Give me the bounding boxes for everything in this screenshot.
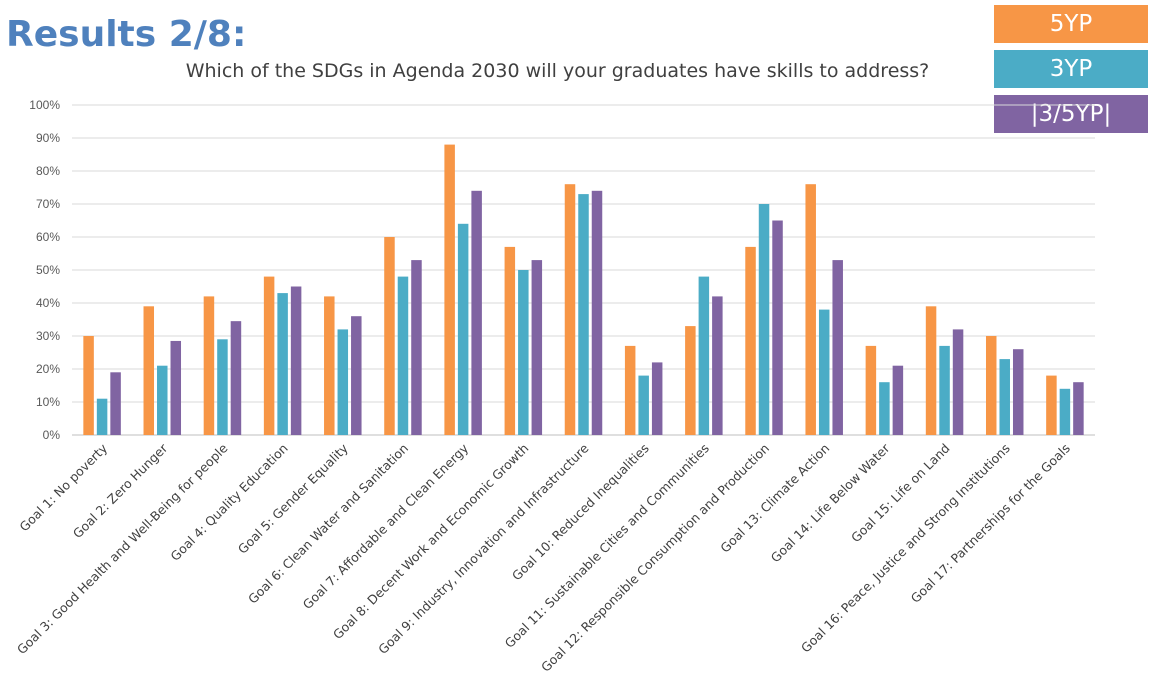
y-tick-label: 0% bbox=[43, 428, 61, 442]
bar-3yp bbox=[518, 270, 529, 435]
bar-3yp bbox=[157, 365, 168, 435]
bar-3yp bbox=[217, 339, 228, 435]
bar-5yp bbox=[263, 276, 275, 435]
y-tick-label: 40% bbox=[36, 296, 60, 310]
bar-3-5yp bbox=[832, 260, 843, 435]
x-category-label: Goal 16: Peace, Justice and Strong Insti… bbox=[798, 441, 1013, 656]
bar-3-5yp bbox=[531, 260, 543, 435]
legend-item-3-5yp: |3/5YP| bbox=[994, 95, 1148, 133]
y-tick-label: 90% bbox=[36, 131, 60, 145]
bar-3yp bbox=[337, 329, 349, 435]
bar-5yp bbox=[1046, 375, 1057, 435]
bar-3-5yp bbox=[1073, 382, 1084, 435]
bar-3-5yp bbox=[110, 372, 121, 435]
x-category-label: Goal 5: Gender Equality bbox=[235, 440, 352, 557]
bar-3-5yp bbox=[591, 190, 603, 435]
bar-5yp bbox=[564, 184, 576, 435]
bar-3-5yp bbox=[712, 296, 723, 435]
bar-3-5yp bbox=[651, 362, 663, 435]
bar-3yp bbox=[758, 204, 770, 435]
slide-title: Results 2/8: bbox=[6, 14, 247, 55]
bar-5yp bbox=[745, 246, 756, 435]
x-category-label: Goal 9: Industry, Innovation and Infrast… bbox=[375, 440, 592, 657]
bar-3yp bbox=[939, 345, 950, 435]
x-category-label: Goal 4: Quality Education bbox=[167, 441, 290, 564]
bar-3yp bbox=[457, 223, 469, 435]
bar-5yp bbox=[324, 296, 335, 435]
bar-3-5yp bbox=[471, 190, 482, 435]
bar-5yp bbox=[444, 144, 455, 435]
x-category-label: Goal 13: Climate Action bbox=[717, 441, 832, 556]
bar-3-5yp bbox=[290, 286, 302, 435]
bar-3-5yp bbox=[351, 316, 362, 435]
bar-3yp bbox=[1059, 388, 1071, 435]
bar-3-5yp bbox=[170, 340, 182, 435]
legend-item-3yp: 3YP bbox=[994, 50, 1148, 88]
bar-3yp bbox=[879, 382, 890, 435]
bar-3yp bbox=[698, 276, 710, 435]
x-category-label: Goal 12: Responsible Consumption and Pro… bbox=[538, 441, 772, 675]
bar-5yp bbox=[925, 306, 937, 435]
x-category-label: Goal 3: Good Health and Well-Being for p… bbox=[14, 440, 231, 657]
bar-3yp bbox=[96, 398, 108, 435]
y-tick-label: 80% bbox=[36, 164, 60, 178]
bar-3yp bbox=[818, 309, 830, 435]
y-tick-label: 100% bbox=[29, 98, 60, 112]
bar-3yp bbox=[999, 359, 1010, 435]
y-tick-label: 30% bbox=[36, 329, 60, 343]
bar-3-5yp bbox=[772, 220, 783, 435]
bar-3-5yp bbox=[892, 365, 904, 435]
bar-5yp bbox=[504, 246, 516, 435]
bar-5yp bbox=[865, 345, 877, 435]
bar-5yp bbox=[685, 326, 696, 435]
y-tick-label: 50% bbox=[36, 263, 60, 277]
bar-5yp bbox=[83, 336, 94, 435]
bar-3yp bbox=[397, 276, 409, 435]
bar-3yp bbox=[277, 293, 288, 435]
y-tick-label: 10% bbox=[36, 395, 60, 409]
bar-5yp bbox=[624, 345, 636, 435]
bar-3-5yp bbox=[952, 329, 964, 435]
legend: 5YP 3YP |3/5YP| bbox=[994, 5, 1148, 140]
bar-5yp bbox=[805, 184, 816, 435]
bar-3yp bbox=[638, 375, 649, 435]
bar-3-5yp bbox=[411, 260, 422, 435]
bar-3-5yp bbox=[1012, 349, 1024, 435]
bar-3-5yp bbox=[230, 321, 242, 435]
x-category-label: Goal 15: Life on Land bbox=[848, 441, 953, 546]
bar-5yp bbox=[985, 336, 997, 435]
y-tick-label: 60% bbox=[36, 230, 60, 244]
y-tick-label: 70% bbox=[36, 197, 60, 211]
bar-3yp bbox=[578, 194, 589, 435]
chart-question: Which of the SDGs in Agenda 2030 will yo… bbox=[185, 60, 930, 82]
legend-item-5yp: 5YP bbox=[994, 5, 1148, 43]
x-category-label: Goal 14: Life Below Water bbox=[768, 440, 893, 565]
bar-5yp bbox=[384, 237, 395, 435]
bar-5yp bbox=[203, 296, 215, 435]
y-tick-label: 20% bbox=[36, 362, 60, 376]
x-category-label: Goal 11: Sustainable Cities and Communit… bbox=[502, 441, 712, 651]
bar-5yp bbox=[143, 306, 155, 435]
